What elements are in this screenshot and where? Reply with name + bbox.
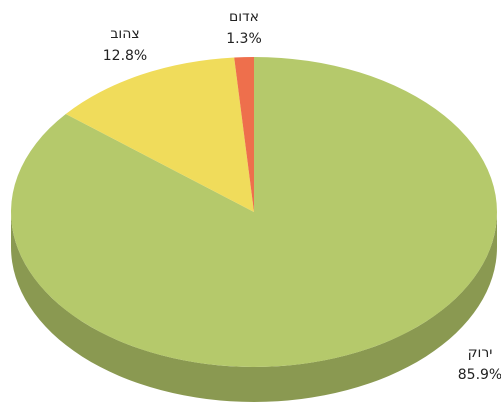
slice-side [11,212,497,402]
slice-name: ירוק [468,345,493,361]
slice-name: אדום [229,9,259,25]
slice [234,57,254,212]
slice-value-label: 12.8% [103,48,147,64]
slice-value-label: 85.9% [458,367,501,383]
slice-name: צהוב [110,26,139,42]
slice [10,57,497,367]
slice [65,57,255,212]
slice-value-label: 1.3% [226,31,262,47]
